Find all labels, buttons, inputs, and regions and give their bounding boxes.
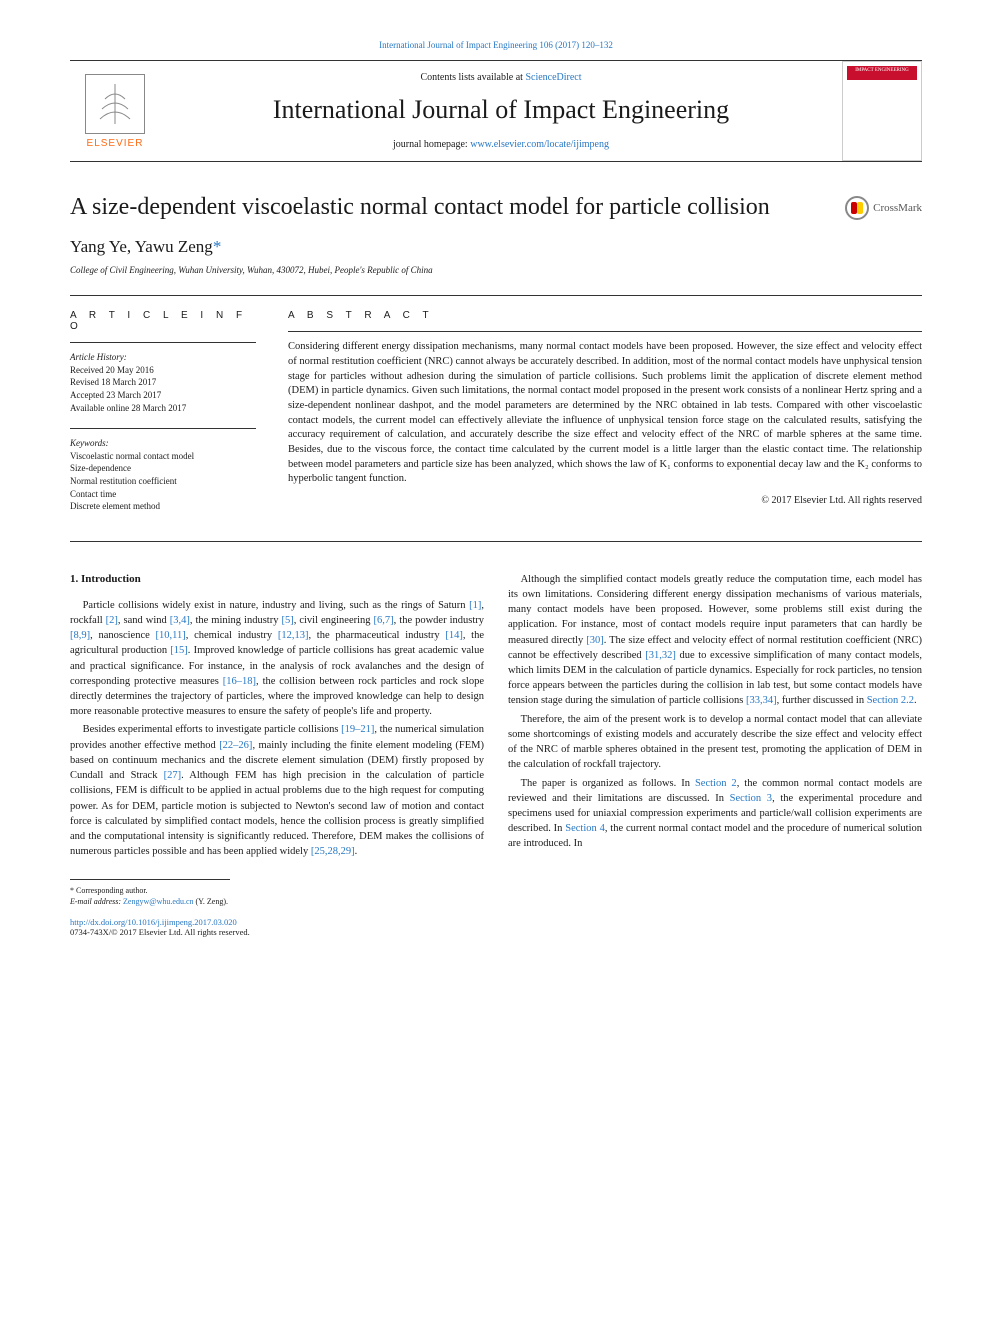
article-info-heading: A R T I C L E I N F O [70, 310, 256, 332]
history-line: Revised 18 March 2017 [70, 376, 256, 389]
authors: Yang Ye, Yawu Zeng* [70, 237, 922, 257]
article-info-col: A R T I C L E I N F O Article History: R… [70, 296, 270, 541]
body-para: Therefore, the aim of the present work i… [508, 712, 922, 773]
cite-link[interactable]: [15] [170, 645, 188, 656]
t: . [355, 846, 358, 857]
issn-line: 0734-743X/© 2017 Elsevier Ltd. All right… [70, 927, 922, 937]
email-label: E-mail address: [70, 897, 123, 906]
history-label: Article History: [70, 351, 256, 364]
contents-prefix: Contents lists available at [420, 72, 525, 83]
body-para: Besides experimental efforts to investig… [70, 722, 484, 859]
homepage-line: journal homepage: www.elsevier.com/locat… [160, 139, 842, 150]
affiliation: College of Civil Engineering, Wuhan Univ… [70, 265, 922, 275]
keywords-label: Keywords: [70, 437, 256, 450]
t: , the pharmaceutical industry [308, 630, 445, 641]
abstract-text: Considering different energy dissipation… [288, 331, 922, 487]
corresponding-footnote: * Corresponding author. E-mail address: … [70, 886, 922, 907]
contents-line: Contents lists available at ScienceDirec… [160, 72, 842, 83]
cite-link[interactable]: [2] [106, 615, 118, 626]
history-line: Available online 28 March 2017 [70, 402, 256, 415]
homepage-prefix: journal homepage: [393, 139, 470, 150]
cite-link[interactable]: [16–18] [223, 676, 256, 687]
keywords-block: Keywords: Viscoelastic normal contact mo… [70, 428, 256, 513]
abstract-copyright: © 2017 Elsevier Ltd. All rights reserved [288, 495, 922, 506]
corr-marker: * [213, 237, 222, 256]
keyword: Viscoelastic normal contact model [70, 450, 256, 463]
cover-body [847, 80, 917, 156]
section-link[interactable]: Section 2 [695, 778, 737, 789]
info-abstract-block: A R T I C L E I N F O Article History: R… [70, 295, 922, 542]
keyword: Discrete element method [70, 500, 256, 513]
cite-link[interactable]: [1] [469, 600, 481, 611]
t: , the powder industry [394, 615, 484, 626]
elsevier-tree-icon [85, 74, 145, 134]
history-line: Accepted 23 March 2017 [70, 389, 256, 402]
crossmark-icon [845, 196, 869, 220]
t: , nanoscience [90, 630, 155, 641]
email-link[interactable]: Zengyw@whu.edu.cn [123, 897, 193, 906]
keyword: Contact time [70, 488, 256, 501]
footnote-rule [70, 879, 230, 880]
sciencedirect-link[interactable]: ScienceDirect [525, 72, 581, 83]
t: , civil engineering [294, 615, 374, 626]
cite-link[interactable]: [27] [164, 770, 182, 781]
cite-link[interactable]: [19–21] [341, 724, 374, 735]
body-columns: 1. Introduction Particle collisions wide… [70, 572, 922, 860]
section-1-heading: 1. Introduction [70, 572, 484, 588]
cite-link[interactable]: [3,4] [170, 615, 190, 626]
t: Particle collisions widely exist in natu… [83, 600, 470, 611]
crossmark-badge[interactable]: CrossMark [845, 196, 922, 220]
cite-link[interactable]: [22–26] [219, 740, 252, 751]
section-link[interactable]: Section 3 [730, 793, 772, 804]
history-line: Received 20 May 2016 [70, 364, 256, 377]
elsevier-text: ELSEVIER [87, 138, 144, 149]
running-head: International Journal of Impact Engineer… [70, 40, 922, 50]
journal-cover-thumb: IMPACT ENGINEERING [842, 61, 922, 161]
keyword: Size-dependence [70, 462, 256, 475]
t: . Although FEM has high precision in the… [70, 770, 484, 857]
cover-header: IMPACT ENGINEERING [847, 66, 917, 80]
keyword: Normal restitution coefficient [70, 475, 256, 488]
cite-link[interactable]: [33,34] [746, 695, 777, 706]
cite-link[interactable]: [25,28,29] [311, 846, 355, 857]
corr-label: * Corresponding author. [70, 886, 922, 896]
masthead: ELSEVIER Contents lists available at Sci… [70, 60, 922, 162]
email-suffix: (Y. Zeng). [194, 897, 229, 906]
section-link[interactable]: Section 2.2 [867, 695, 914, 706]
cite-link[interactable]: [14] [445, 630, 463, 641]
cite-link[interactable]: [12,13] [278, 630, 309, 641]
crossmark-label: CrossMark [873, 202, 922, 214]
journal-name: International Journal of Impact Engineer… [160, 95, 842, 125]
doi-block: http://dx.doi.org/10.1016/j.ijimpeng.201… [70, 917, 922, 937]
cite-link[interactable]: [31,32] [645, 650, 676, 661]
body-para: Although the simplified contact models g… [508, 572, 922, 709]
section-link[interactable]: Section 4 [565, 823, 605, 834]
masthead-center: Contents lists available at ScienceDirec… [160, 62, 842, 160]
elsevier-logo: ELSEVIER [70, 61, 160, 161]
cite-link[interactable]: [30] [586, 635, 604, 646]
t: The paper is organized as follows. In [521, 778, 695, 789]
body-para: The paper is organized as follows. In Se… [508, 776, 922, 852]
homepage-link[interactable]: www.elsevier.com/locate/ijimpeng [470, 139, 609, 150]
abstract-col: A B S T R A C T Considering different en… [270, 296, 922, 541]
doi-link[interactable]: http://dx.doi.org/10.1016/j.ijimpeng.201… [70, 917, 237, 927]
history-block: Article History: Received 20 May 2016 Re… [70, 342, 256, 414]
cite-link[interactable]: [10,11] [156, 630, 186, 641]
t: Besides experimental efforts to investig… [83, 724, 342, 735]
cite-link[interactable]: [6,7] [374, 615, 394, 626]
t: . [914, 695, 917, 706]
t: , the mining industry [190, 615, 282, 626]
body-para: Particle collisions widely exist in natu… [70, 598, 484, 720]
cite-link[interactable]: [8,9] [70, 630, 90, 641]
article-title: A size-dependent viscoelastic normal con… [70, 192, 770, 223]
author-names: Yang Ye, Yawu Zeng [70, 237, 213, 256]
t: , further discussed in [777, 695, 867, 706]
abstract-heading: A B S T R A C T [288, 310, 922, 321]
t: , sand wind [118, 615, 170, 626]
t: , chemical industry [186, 630, 278, 641]
cite-link[interactable]: [5] [281, 615, 293, 626]
